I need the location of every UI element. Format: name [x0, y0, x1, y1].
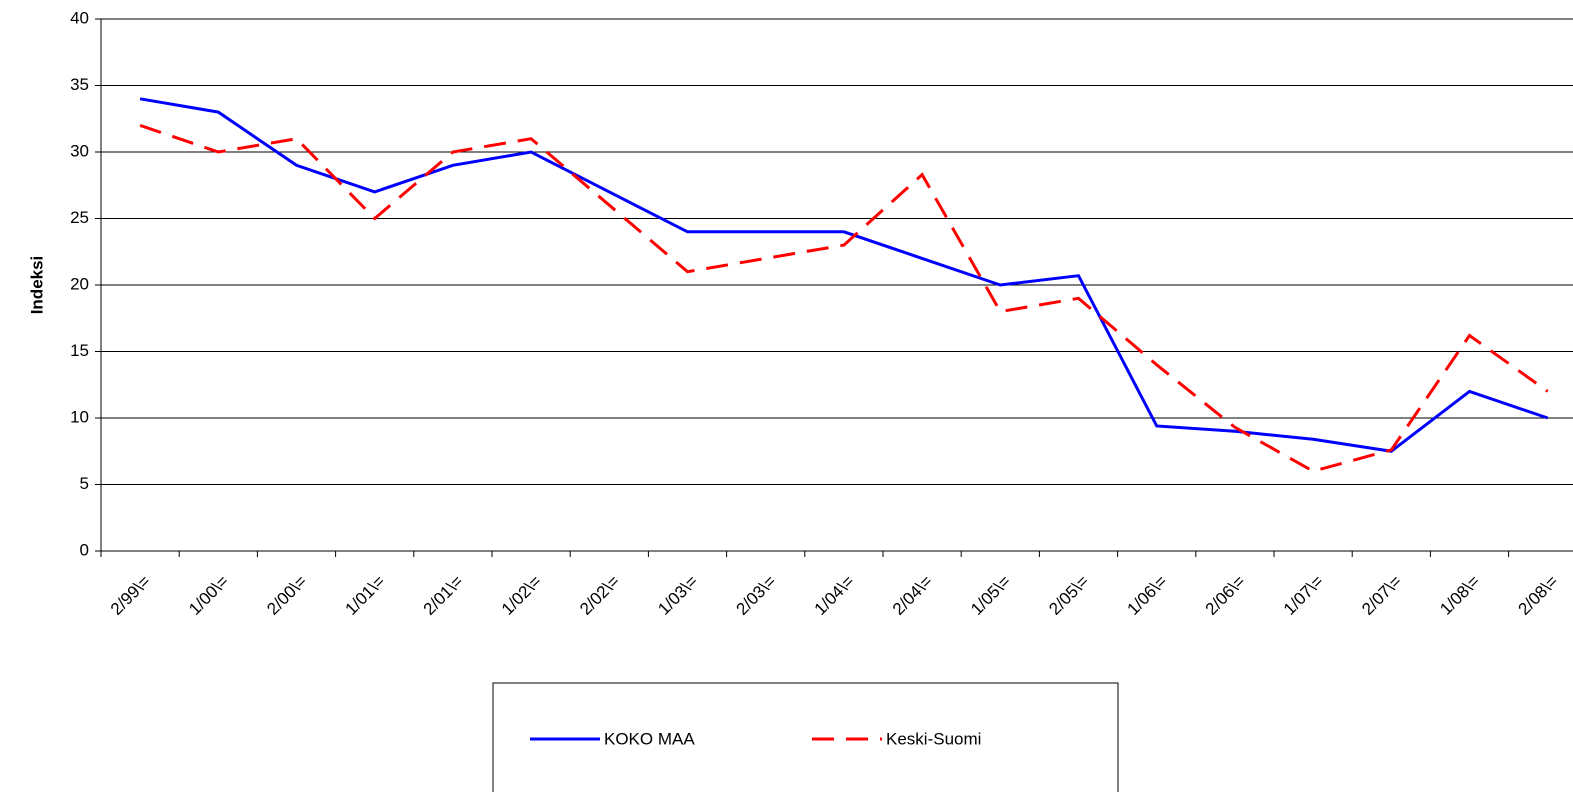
y-tick-label: 5 — [80, 474, 89, 493]
x-tick-label: 1/05\= — [967, 572, 1014, 619]
x-tick-label: 1/06\= — [1123, 572, 1170, 619]
y-tick-label: 30 — [70, 141, 89, 160]
y-tick-label: 35 — [70, 75, 89, 94]
y-axis-label: Indeksi — [27, 256, 46, 315]
y-tick-label: 20 — [70, 274, 89, 293]
y-tick-label: 25 — [70, 208, 89, 227]
x-tick-label: 2/99\= — [107, 572, 154, 619]
y-tick-label: 15 — [70, 341, 89, 360]
legend-label: KOKO MAA — [604, 729, 695, 748]
x-tick-label: 2/05\= — [1045, 572, 1092, 619]
x-tick-label: 1/02\= — [498, 572, 545, 619]
x-tick-label: 2/07\= — [1358, 572, 1405, 619]
x-tick-label: 2/01\= — [420, 572, 467, 619]
x-tick-label: 2/06\= — [1202, 572, 1249, 619]
series-line — [139, 123, 1549, 473]
legend-label: Keski-Suomi — [886, 729, 981, 748]
x-tick-label: 1/08\= — [1436, 572, 1483, 619]
x-tick-label: 1/01\= — [342, 572, 389, 619]
x-tick-label: 1/04\= — [811, 572, 858, 619]
x-tick-label: 2/02\= — [576, 572, 623, 619]
x-tick-label: 2/04\= — [889, 572, 936, 619]
x-tick-label: 2/08\= — [1514, 572, 1561, 619]
x-tick-label: 2/00\= — [263, 572, 310, 619]
x-tick-label: 1/00\= — [185, 572, 232, 619]
y-tick-label: 40 — [70, 8, 89, 27]
x-tick-label: 1/07\= — [1280, 572, 1327, 619]
y-tick-label: 10 — [70, 407, 89, 426]
series-line — [139, 97, 1549, 453]
x-tick-label: 1/03\= — [654, 572, 701, 619]
y-tick-label: 0 — [80, 540, 89, 559]
x-tick-label: 2/03\= — [733, 572, 780, 619]
